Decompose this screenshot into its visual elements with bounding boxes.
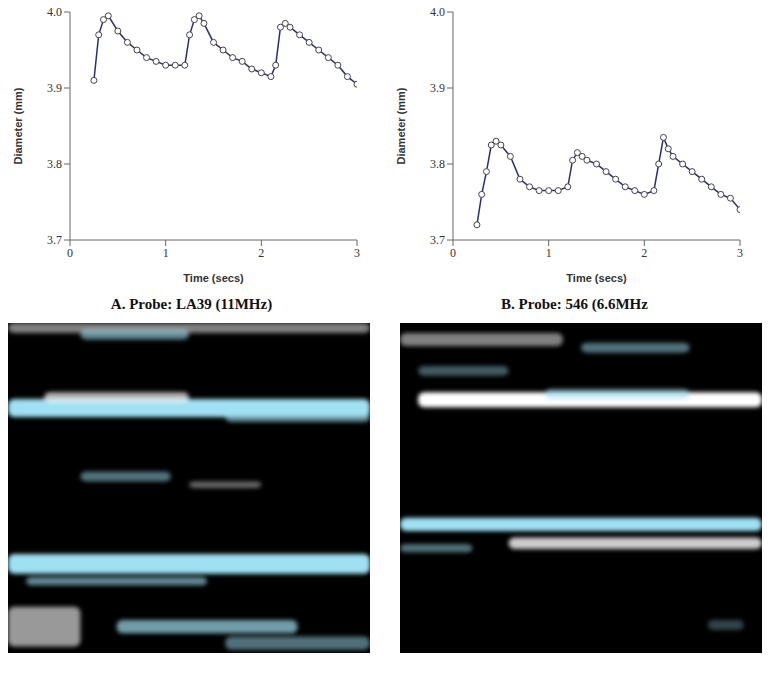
- svg-text:2: 2: [641, 246, 647, 260]
- svg-text:3.8: 3.8: [430, 157, 445, 171]
- svg-text:0: 0: [450, 246, 456, 260]
- svg-text:2: 2: [258, 246, 264, 260]
- svg-text:3.8: 3.8: [47, 157, 62, 171]
- svg-text:3.7: 3.7: [430, 233, 445, 247]
- svg-text:3.9: 3.9: [47, 81, 62, 95]
- html-text:A. Probe: LA39 (11MHz): A. Probe: LA39 (11MHz): [110, 296, 273, 312]
- svg-text:Diameter (mm): Diameter (mm): [12, 87, 24, 164]
- svg-text:1: 1: [546, 246, 552, 260]
- svg-text:3.9: 3.9: [430, 81, 445, 95]
- svg-text:3: 3: [737, 246, 743, 260]
- html-text:B. Probe: 546 (6.6MHz: B. Probe: 546 (6.6MHz: [501, 296, 648, 312]
- svg-text:Diameter (mm): Diameter (mm): [395, 87, 407, 164]
- svg-text:Time (secs): Time (secs): [183, 272, 244, 284]
- svg-text:4.0: 4.0: [47, 5, 62, 19]
- svg-text:0: 0: [67, 246, 73, 260]
- svg-text:3: 3: [354, 246, 360, 260]
- svg-text:4.0: 4.0: [430, 5, 445, 19]
- svg-text:Time (secs): Time (secs): [566, 272, 627, 284]
- svg-text:3.7: 3.7: [47, 233, 62, 247]
- svg-text:1: 1: [163, 246, 169, 260]
